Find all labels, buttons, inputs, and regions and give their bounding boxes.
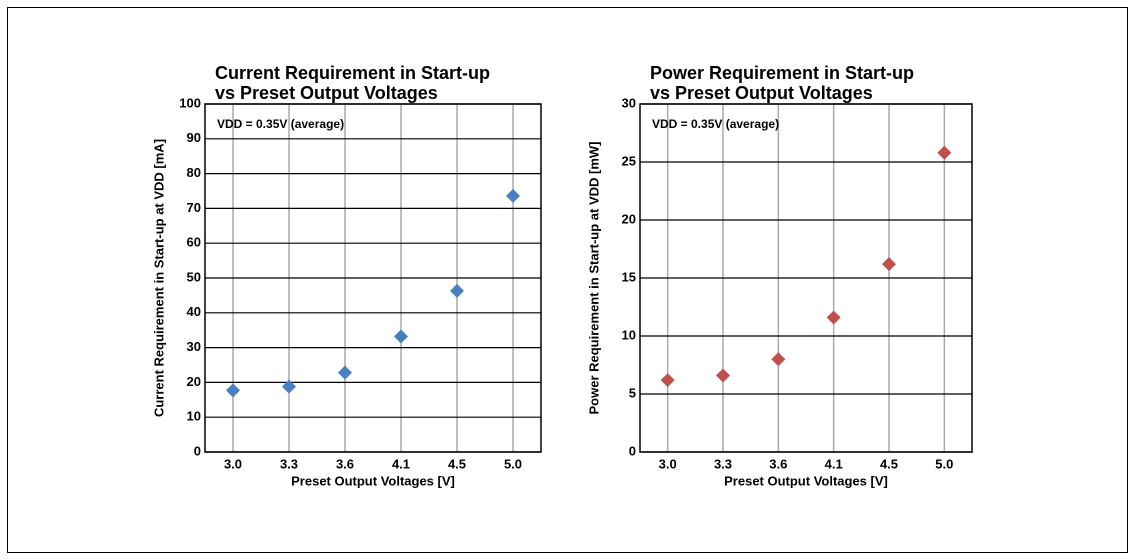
marker (771, 352, 786, 367)
x-tick-label: 3.0 (659, 456, 677, 471)
x-tick-label: 3.6 (769, 456, 787, 471)
x-axis-label: Preset Output Voltages [V] (291, 473, 455, 488)
marker (882, 257, 896, 272)
marker (338, 365, 352, 380)
plot-border (204, 103, 542, 453)
marker (660, 373, 675, 388)
y-tick-label: 0 (194, 443, 201, 458)
y-tick-label: 25 (622, 153, 636, 168)
y-tick-label: 0 (629, 443, 636, 458)
x-tick-label: 4.5 (880, 456, 898, 471)
chart-title: Current Requirement in Start-up (215, 63, 490, 83)
chart-title: Power Requirement in Start-up (650, 63, 914, 83)
frame (7, 7, 1128, 553)
y-tick-label: 10 (622, 327, 636, 342)
x-tick-label: 3.0 (224, 456, 242, 471)
y-axis-label: Power Requirement in Start-up at VDD [mW… (586, 141, 601, 414)
x-axis-label: Preset Output Voltages [V] (724, 473, 888, 488)
annotation: VDD = 0.35V (average) (652, 117, 779, 131)
x-tick-label: 4.5 (448, 456, 466, 471)
marker (937, 145, 952, 160)
y-tick-label: 20 (187, 374, 201, 389)
x-tick-label: 5.0 (935, 456, 953, 471)
y-tick-label: 30 (187, 339, 201, 354)
y-tick-label: 5 (629, 385, 636, 400)
x-tick-label: 4.1 (825, 456, 843, 471)
x-tick-label: 3.3 (280, 456, 298, 471)
y-tick-label: 20 (622, 211, 636, 226)
marker (394, 329, 408, 344)
x-tick-label: 3.6 (336, 456, 354, 471)
y-tick-label: 50 (187, 269, 201, 284)
marker (226, 383, 240, 398)
y-tick-label: 30 (622, 95, 636, 110)
marker (450, 283, 464, 298)
chart-title: vs Preset Output Voltages (650, 83, 873, 103)
y-tick-label: 40 (187, 304, 201, 319)
marker (826, 310, 841, 325)
chart-title: vs Preset Output Voltages (215, 83, 438, 103)
y-axis-label: Current Requirement in Start-up at VDD [… (151, 139, 166, 417)
y-tick-label: 60 (187, 235, 201, 250)
x-tick-label: 4.1 (392, 456, 410, 471)
plot-border (639, 103, 973, 453)
marker (282, 379, 296, 394)
x-tick-label: 5.0 (504, 456, 522, 471)
y-tick-label: 90 (187, 130, 201, 145)
x-tick-label: 3.3 (714, 456, 732, 471)
y-tick-label: 10 (187, 409, 201, 424)
y-tick-label: 100 (179, 95, 201, 110)
marker (506, 188, 520, 203)
y-tick-label: 15 (622, 269, 636, 284)
marker (716, 368, 730, 383)
annotation: VDD = 0.35V (average) (217, 117, 344, 131)
y-tick-label: 80 (187, 165, 201, 180)
y-tick-label: 70 (187, 200, 201, 215)
